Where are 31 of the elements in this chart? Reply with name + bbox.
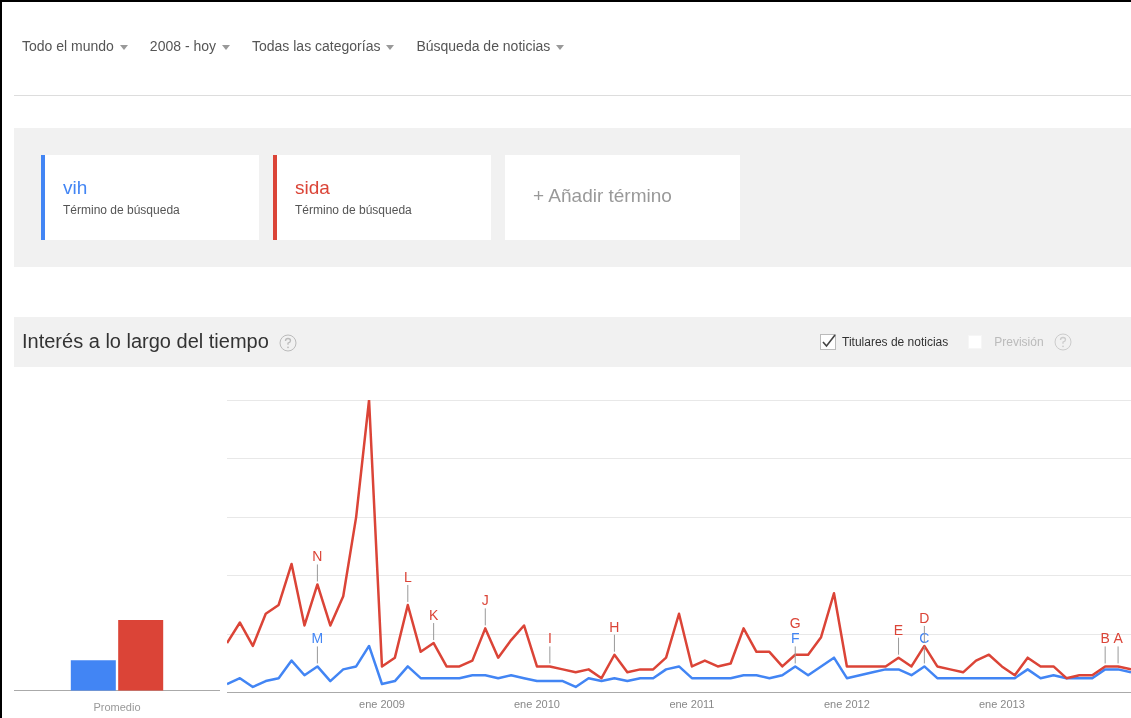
annotation: L [403, 568, 412, 585]
annotation: K [428, 606, 439, 623]
chart-title: Interés a lo largo del tiempo [22, 330, 270, 353]
annotation: I [547, 630, 552, 647]
x-tick-label: ene 2009 [359, 698, 405, 711]
text: sida [295, 177, 331, 199]
annotation: B [1100, 630, 1110, 647]
annotation: M [311, 630, 324, 647]
text: Todas las categorías [252, 38, 382, 54]
x-tick-label: ene 2010 [514, 698, 560, 711]
x-tick-label: Promedio [93, 701, 141, 714]
text: Búsqueda de noticias [416, 38, 552, 54]
annotation: J [481, 592, 489, 609]
annotation: N [312, 548, 323, 565]
text: Todo el mundo [22, 38, 115, 54]
annotation: A [1113, 630, 1124, 647]
text: + Añadir término [505, 155, 740, 240]
text: Término de búsqueda [63, 203, 180, 217]
annotation: E [893, 621, 904, 638]
text: vih [63, 177, 89, 199]
x-tick-label: ene 2012 [823, 698, 870, 711]
x-tick-label: ene 2011 [669, 698, 715, 711]
legend-title: Término de búsqueda [295, 203, 413, 217]
annotation: C [919, 630, 930, 647]
annotation: D [919, 609, 930, 626]
text: 2008 - hoy [149, 38, 217, 54]
annotation: F [790, 630, 800, 647]
annotation: G [789, 615, 801, 632]
x-tick-label: ene 2013 [978, 698, 1025, 711]
annotation: H [609, 618, 620, 635]
text: Titulares de noticias [842, 335, 949, 349]
